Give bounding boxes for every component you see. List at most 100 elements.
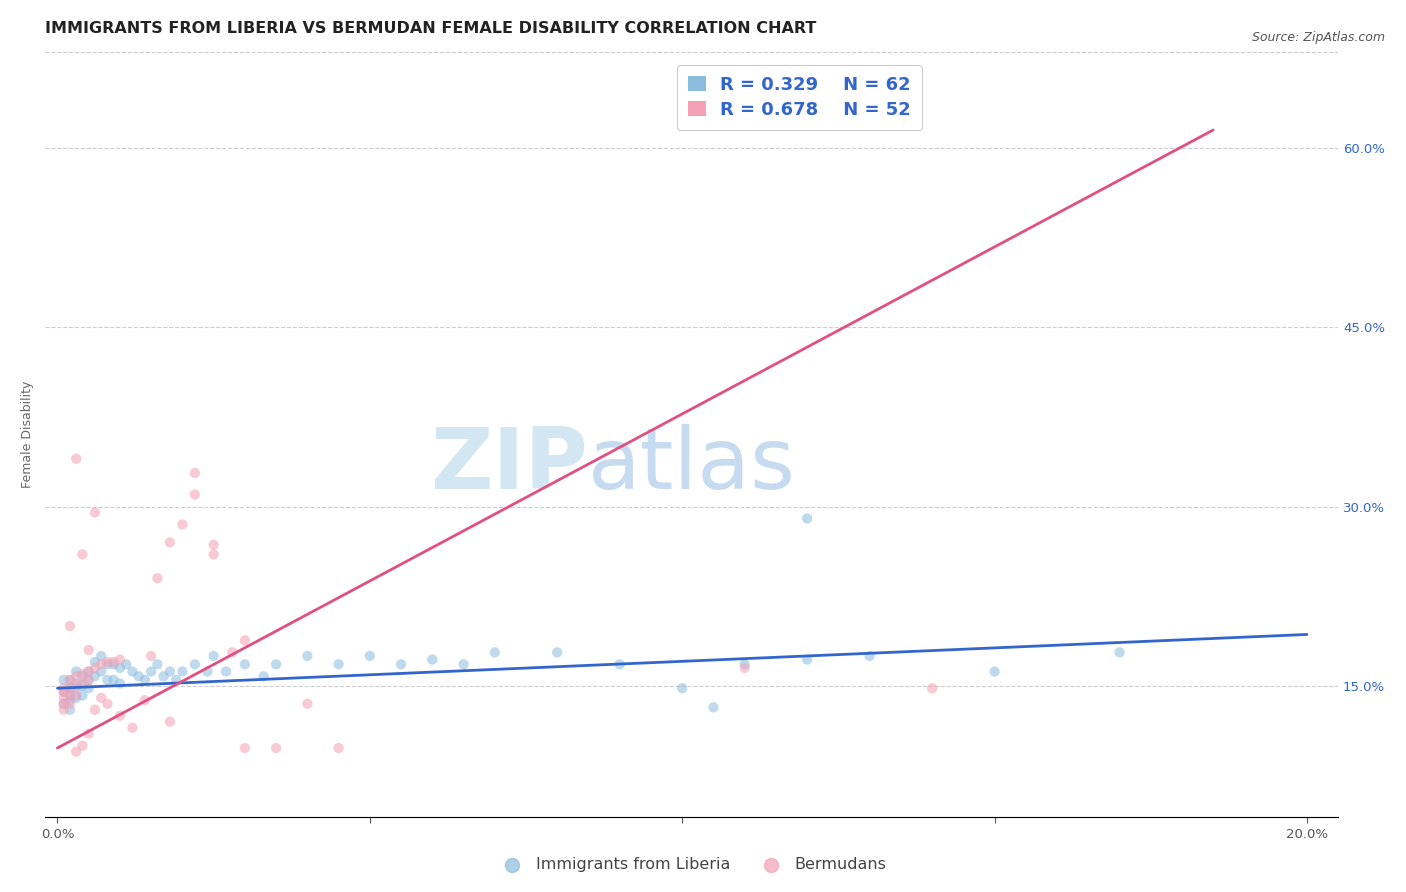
Text: ZIP: ZIP (430, 424, 588, 507)
Point (108, 652, 131, 666)
Point (734, 661, 756, 675)
Point (72, 666, 94, 681)
Point (108, 676, 131, 690)
Point (59, 681, 82, 696)
Point (59, 693, 82, 707)
Text: Source: ZipAtlas.com: Source: ZipAtlas.com (1251, 31, 1385, 45)
Point (59, 673, 82, 687)
Point (65, 681, 87, 696)
Point (103, 673, 125, 687)
Point (72, 689, 94, 703)
Point (328, 657, 350, 672)
Point (671, 681, 693, 696)
Point (90, 657, 112, 672)
Point (96, 673, 118, 687)
Point (59, 689, 82, 703)
Point (609, 657, 631, 672)
Point (184, 466, 207, 480)
Point (172, 665, 194, 679)
Point (389, 657, 412, 672)
Point (420, 652, 443, 666)
Point (90, 648, 112, 663)
Point (96, 697, 118, 711)
Point (233, 633, 256, 648)
Point (52, 697, 75, 711)
Point (121, 665, 143, 679)
Point (202, 538, 225, 552)
Point (52, 690, 75, 705)
Point (65, 676, 87, 690)
Point (297, 648, 319, 663)
Point (65, 679, 87, 693)
Point (121, 721, 143, 735)
Point (921, 681, 943, 696)
Point (52, 685, 75, 699)
Point (96, 655, 118, 669)
Point (796, 652, 818, 666)
Point (108, 708, 131, 723)
Point (84, 506, 107, 520)
Point (983, 665, 1005, 679)
Point (72, 547, 94, 561)
Point (159, 535, 181, 549)
Point (72, 669, 94, 683)
Point (359, 648, 381, 663)
Text: atlas: atlas (588, 424, 796, 507)
Point (546, 645, 568, 659)
Point (1108, 645, 1130, 659)
Point (103, 657, 125, 672)
Point (52, 703, 75, 717)
Point (202, 648, 225, 663)
Point (65, 669, 87, 683)
Point (59, 619, 82, 633)
Point (59, 673, 82, 687)
Point (134, 673, 156, 687)
Point (90, 665, 112, 679)
Point (328, 741, 350, 756)
Point (72, 679, 94, 693)
Point (233, 657, 256, 672)
Point (52, 681, 75, 696)
Point (221, 645, 243, 659)
Point (172, 517, 194, 532)
Point (77, 665, 100, 679)
Point (59, 689, 82, 703)
Point (453, 657, 475, 672)
Point (195, 665, 218, 679)
Point (484, 645, 506, 659)
Point (52, 673, 75, 687)
Point (65, 690, 87, 705)
Point (65, 665, 87, 679)
Point (65, 451, 87, 466)
Point (77, 726, 100, 740)
Point (233, 741, 256, 756)
Point (103, 655, 125, 669)
Point (77, 643, 100, 657)
Point (134, 693, 156, 707)
Point (202, 547, 225, 561)
Point (141, 648, 163, 663)
Text: IMMIGRANTS FROM LIBERIA VS BERMUDAN FEMALE DISABILITY CORRELATION CHART: IMMIGRANTS FROM LIBERIA VS BERMUDAN FEMA… (45, 21, 817, 36)
Point (859, 648, 882, 663)
Point (297, 697, 319, 711)
Point (108, 661, 131, 675)
Point (264, 741, 287, 756)
Point (77, 673, 100, 687)
Point (165, 673, 187, 687)
Point (146, 571, 169, 585)
Point (77, 665, 100, 679)
Point (77, 673, 100, 687)
Y-axis label: Female Disability: Female Disability (21, 381, 34, 489)
Point (84, 669, 107, 683)
Point (65, 689, 87, 703)
Point (59, 681, 82, 696)
Point (65, 745, 87, 759)
Point (796, 511, 818, 525)
Point (90, 690, 112, 705)
Point (72, 676, 94, 690)
Point (84, 655, 107, 669)
Point (115, 657, 138, 672)
Point (141, 665, 163, 679)
Point (59, 703, 82, 717)
Point (215, 665, 238, 679)
